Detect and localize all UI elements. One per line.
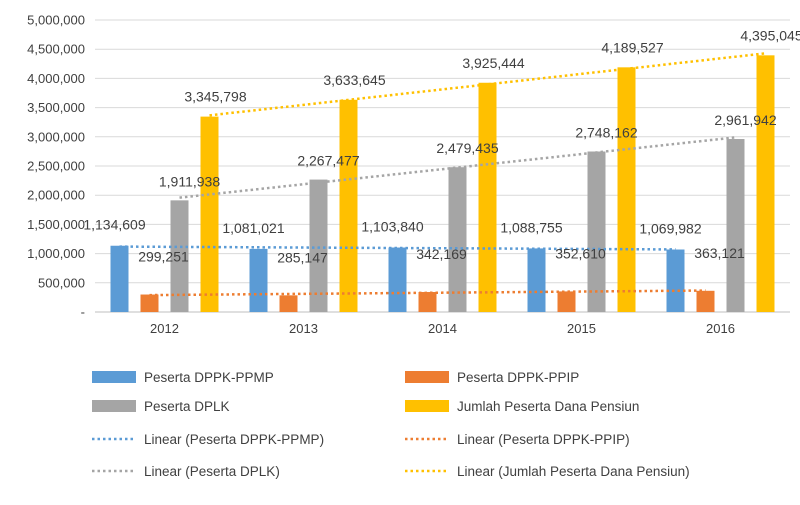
legend: Peserta DPPK-PPMP Peserta DPPK-PPIP Pesert… (92, 370, 690, 479)
y-tick-label: 4,500,000 (27, 42, 85, 57)
bar (587, 151, 606, 312)
data-label: 1,134,609 (83, 217, 145, 233)
data-label: 2,267,477 (297, 153, 359, 169)
x-tick-label: 2014 (428, 321, 457, 336)
bar (388, 247, 407, 312)
legend-swatch (92, 400, 136, 412)
bar (756, 55, 775, 312)
legend-label: Jumlah Peserta Dana Pensiun (457, 399, 639, 414)
legend-swatch (405, 371, 449, 383)
y-tick-label: 5,000,000 (27, 13, 85, 28)
legend-label: Peserta DPPK-PPIP (457, 370, 579, 385)
data-label: 299,251 (138, 249, 189, 265)
data-label: 2,479,435 (436, 140, 498, 156)
x-tick-label: 2015 (567, 321, 596, 336)
bar (140, 294, 159, 312)
data-label: 4,395,045 (740, 27, 800, 43)
legend-label: Peserta DPPK-PPMP (144, 370, 274, 385)
data-labels: 1,134,609 1,081,021 1,103,840 1,088,755 1,06… (83, 27, 800, 265)
y-tick-label: 2,500,000 (27, 159, 85, 174)
x-tick-label: 2012 (150, 321, 179, 336)
data-label: 1,911,938 (159, 173, 220, 189)
y-tick-label: 500,000 (38, 275, 85, 290)
bar (170, 200, 189, 312)
bar (279, 295, 298, 312)
data-label: 342,169 (416, 246, 467, 262)
bar (339, 99, 358, 312)
gridlines (95, 19, 790, 313)
legend-swatch (405, 400, 449, 412)
y-tick-label: 1,500,000 (27, 217, 85, 232)
y-axis-ticks: - 500,000 1,000,000 1,500,000 2,000,000 2,500… (27, 13, 85, 320)
bar (527, 248, 546, 312)
bar (448, 167, 467, 312)
bar (726, 139, 745, 312)
bar (309, 179, 328, 312)
legend-label: Linear (Peserta DPPK-PPIP) (457, 432, 630, 447)
bar (249, 248, 268, 312)
data-label: 2,961,942 (714, 112, 776, 128)
bar (617, 67, 636, 312)
y-tick-label: - (81, 305, 85, 320)
data-label: 1,069,982 (639, 221, 701, 237)
data-label: 352,610 (555, 245, 606, 261)
data-label: 3,633,645 (323, 72, 385, 88)
legend-label: Peserta DPLK (144, 399, 230, 414)
trendline (119, 245, 676, 251)
trendline (149, 289, 706, 297)
y-tick-label: 1,000,000 (27, 246, 85, 261)
x-tick-label: 2013 (289, 321, 318, 336)
x-tick-label: 2016 (706, 321, 735, 336)
y-tick-label: 4,000,000 (27, 71, 85, 86)
trendlines (119, 52, 766, 297)
legend-label: Linear (Peserta DPLK) (144, 464, 280, 479)
bar (478, 82, 497, 312)
legend-label: Linear (Peserta DPPK-PPMP) (144, 432, 324, 447)
y-tick-label: 2,000,000 (27, 188, 85, 203)
bars (110, 55, 775, 312)
data-label: 1,103,840 (361, 219, 423, 235)
data-label: 285,147 (277, 249, 328, 265)
data-label: 363,121 (694, 245, 745, 261)
y-tick-label: 3,000,000 (27, 129, 85, 144)
bar (666, 249, 685, 312)
data-label: 1,088,755 (500, 219, 562, 235)
bar (110, 245, 129, 312)
data-label: 1,081,021 (222, 220, 284, 236)
legend-label: Linear (Jumlah Peserta Dana Pensiun) (457, 464, 690, 479)
x-axis-ticks: 2012 2013 2014 2015 2016 (150, 321, 735, 336)
data-label: 3,345,798 (184, 89, 246, 105)
bar (557, 291, 576, 312)
y-tick-label: 3,500,000 (27, 100, 85, 115)
data-label: 3,925,444 (462, 55, 524, 71)
legend-swatch (92, 371, 136, 383)
bar (200, 116, 219, 312)
data-label: 2,748,162 (575, 125, 637, 141)
bar (418, 292, 437, 312)
bar (696, 290, 715, 312)
data-label: 4,189,527 (601, 39, 663, 55)
